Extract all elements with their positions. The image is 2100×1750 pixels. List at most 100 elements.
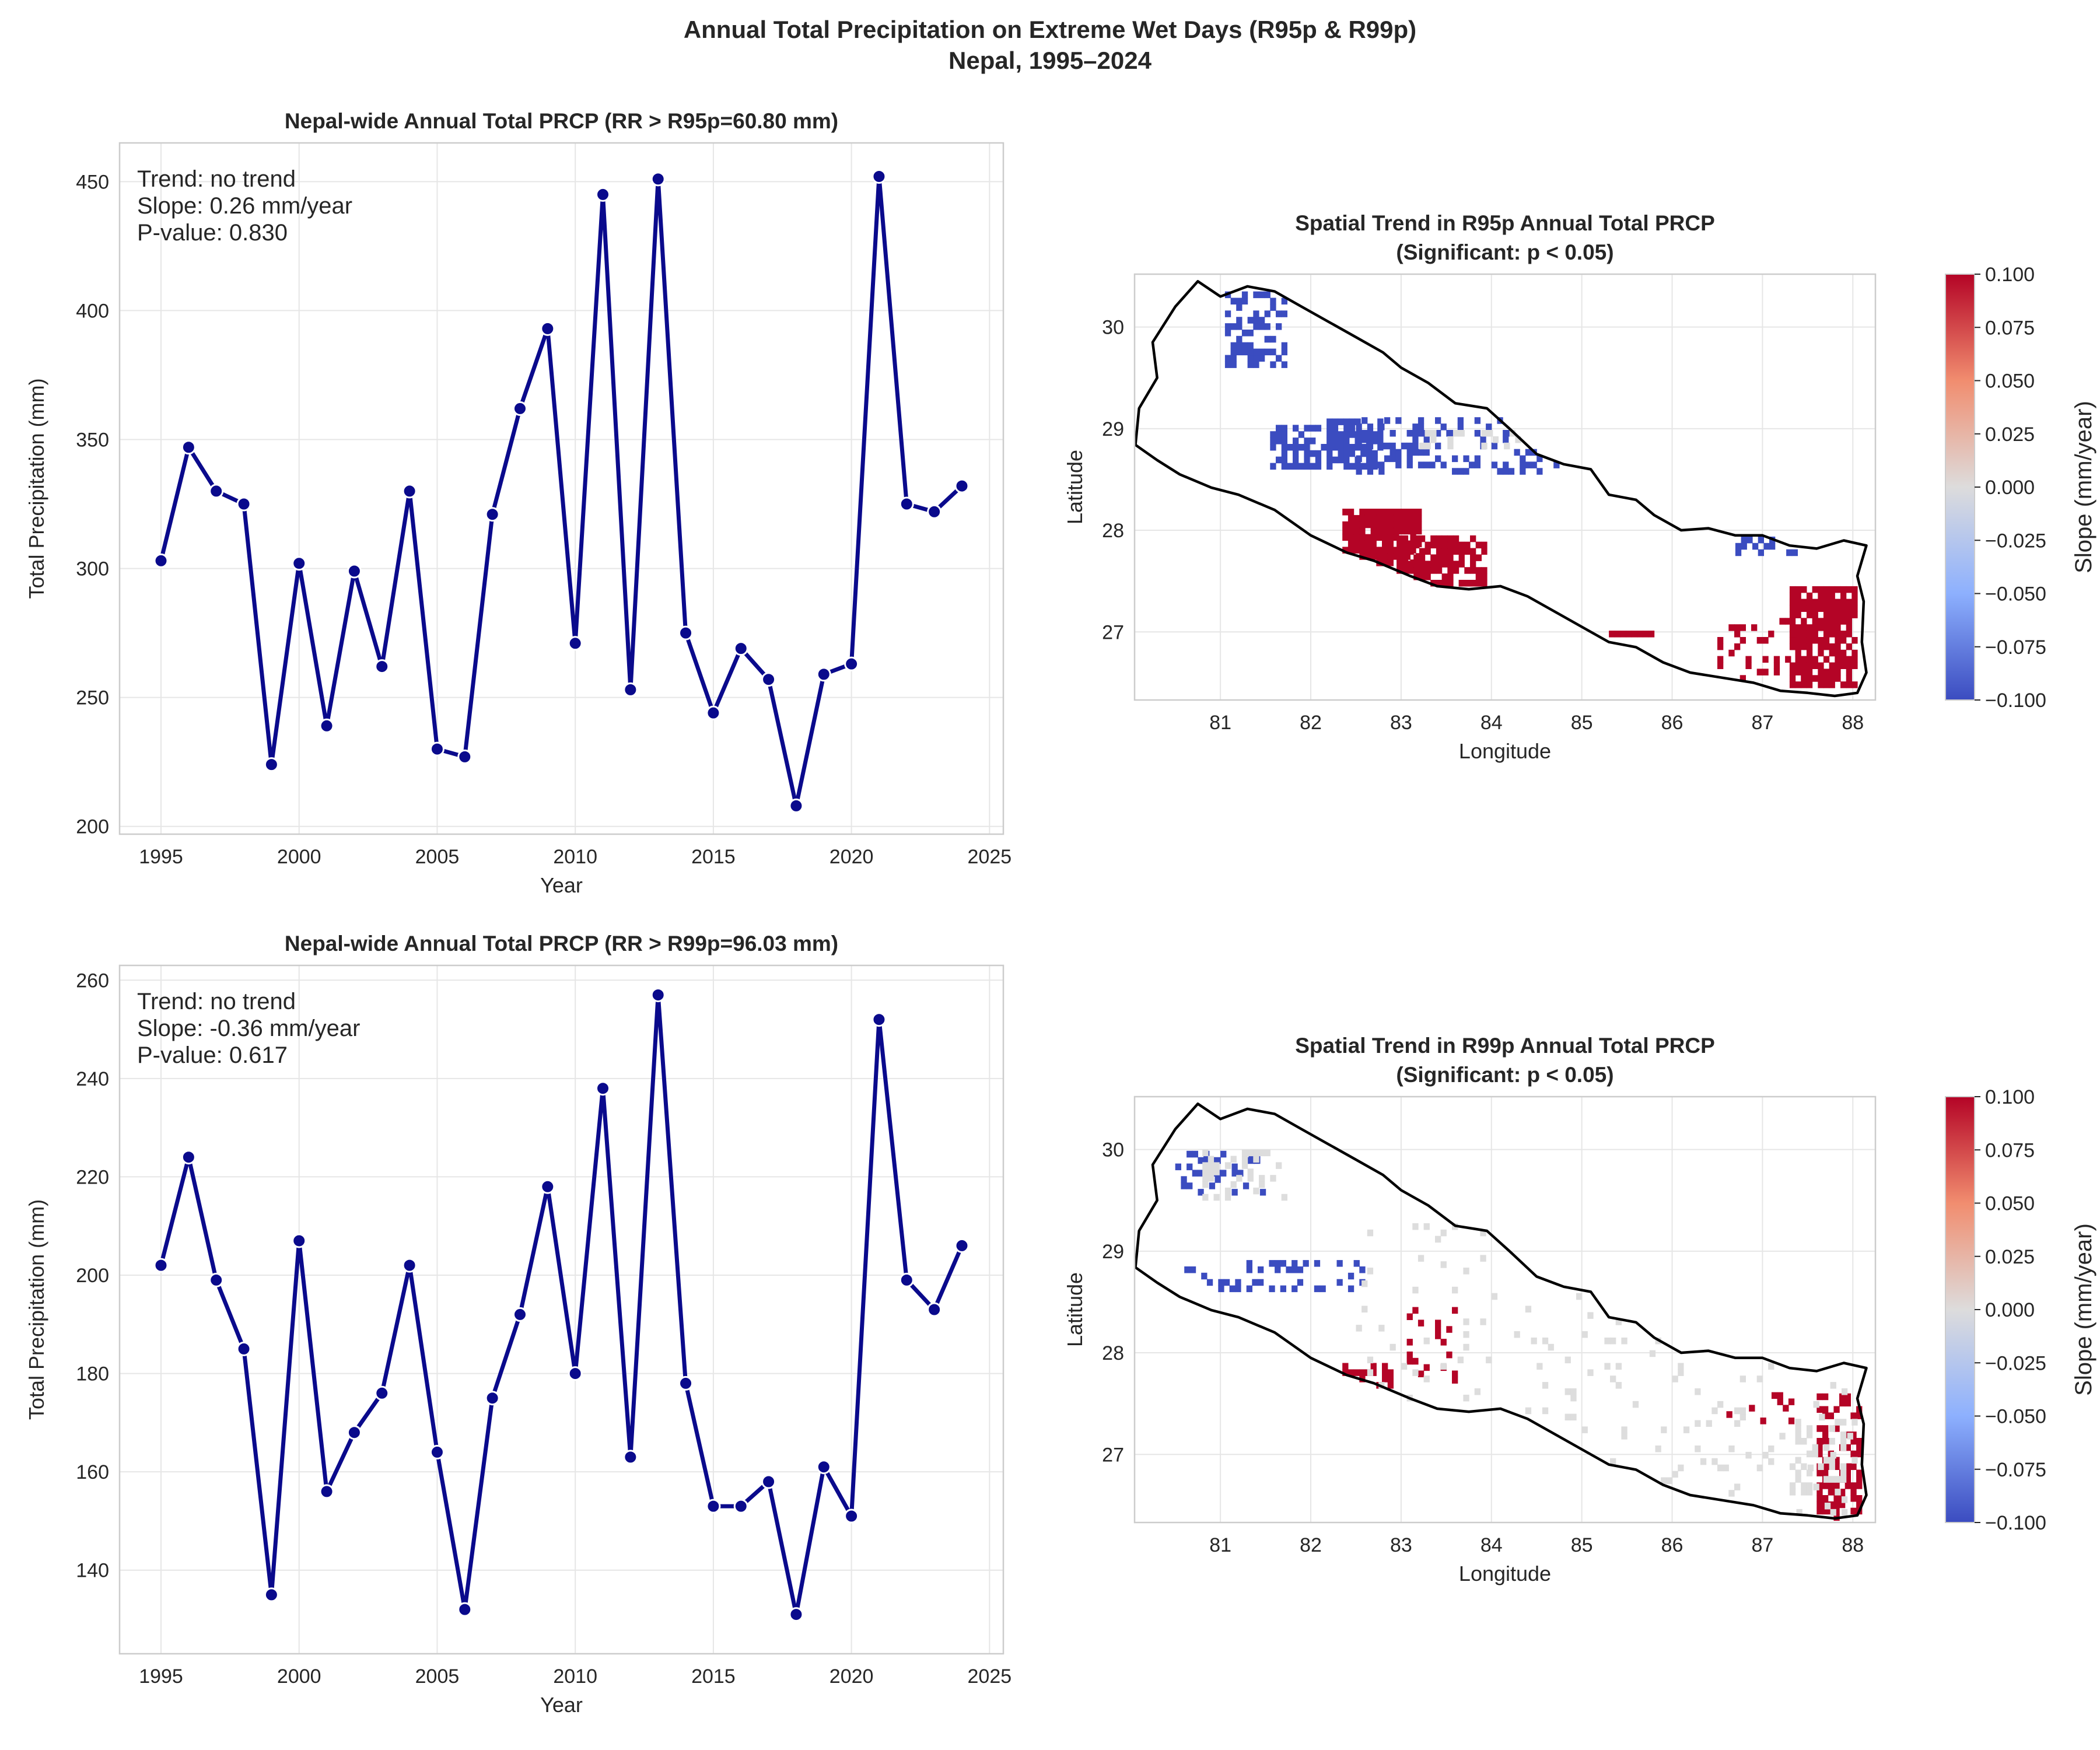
trend-cell [1235, 1285, 1241, 1293]
trend-cell [1203, 1157, 1210, 1164]
trend-cell [1835, 662, 1841, 669]
trend-cell [1817, 1444, 1823, 1451]
nepal-border [1134, 279, 1868, 698]
trend-cell [1531, 461, 1537, 468]
trend-cell [1412, 1223, 1419, 1230]
trend-cell [1382, 559, 1388, 566]
trend-cell [1353, 1260, 1360, 1267]
trend-cell [1801, 675, 1807, 682]
trend-cell [1829, 649, 1835, 657]
trend-cell [1412, 442, 1419, 450]
trend-cell [1481, 567, 1488, 574]
trend-cell [1410, 534, 1416, 541]
trend-cell [1452, 468, 1458, 475]
trend-cell [1424, 561, 1431, 568]
trend-cell [1631, 631, 1638, 638]
trend-cell [1548, 1343, 1554, 1351]
trend-cell [1270, 444, 1276, 451]
trend-cell [1823, 637, 1830, 644]
trend-cell [1789, 662, 1796, 669]
trend-cell [1852, 1457, 1858, 1464]
trend-cell [1396, 554, 1403, 561]
trend-cell [1813, 1483, 1819, 1490]
trend-cell [1452, 548, 1460, 555]
trend-cell [1791, 549, 1798, 556]
trend-cell [1304, 456, 1310, 464]
trend-cell [1441, 541, 1448, 549]
trend-cell [1264, 310, 1270, 317]
trend-cell [1452, 430, 1460, 437]
trend-cell [1276, 425, 1282, 432]
trend-cell [1241, 342, 1248, 349]
trend-cell [1818, 668, 1824, 676]
trend-cell [1829, 681, 1835, 688]
trend-cell [1830, 1508, 1836, 1516]
trend-cell [1830, 1382, 1836, 1389]
x-tick-label: 1995 [139, 846, 183, 868]
trend-cell [1829, 618, 1835, 625]
trend-cell [1230, 298, 1237, 304]
trend-cell [1371, 438, 1378, 444]
trend-cell [1817, 1450, 1823, 1458]
trend-cell [1359, 547, 1366, 554]
trend-cell [1822, 1438, 1829, 1445]
trend-cell [1846, 586, 1852, 593]
trend-cell [1424, 548, 1431, 555]
trend-cell [1241, 291, 1248, 299]
trend-cell [1342, 547, 1349, 554]
trend-cell [1464, 548, 1471, 555]
trend-cell [1470, 554, 1476, 561]
trend-cell [1348, 534, 1354, 541]
trend-cell [1359, 527, 1366, 535]
trend-cell [1293, 456, 1299, 464]
colorbar-tick-label: −0.075 [1985, 636, 2046, 659]
trend-cell [1343, 418, 1350, 425]
trend-cell [1587, 1369, 1594, 1376]
trend-cell [1822, 1406, 1829, 1413]
trend-cell [1806, 1469, 1813, 1476]
trend-cell [1525, 1407, 1532, 1415]
trend-cell [1463, 1268, 1469, 1275]
trend-cell [1735, 542, 1742, 550]
trend-cell [1430, 580, 1437, 587]
trend-cell [1840, 611, 1847, 618]
trend-cell [1491, 442, 1498, 450]
trend-cell [1343, 463, 1350, 470]
data-point [319, 1484, 334, 1499]
x-tick-label: 2025 [968, 846, 1012, 868]
trend-cell [1649, 1350, 1656, 1357]
trend-cell [1458, 541, 1465, 549]
trend-cell [1852, 662, 1858, 669]
trend-cell [1342, 521, 1349, 528]
trend-cell [1236, 342, 1242, 349]
trend-cell [1817, 1501, 1823, 1508]
trend-cell [1349, 463, 1356, 470]
data-point [844, 656, 859, 671]
trend-cell [1846, 605, 1852, 612]
trend-cell [1367, 430, 1374, 437]
trend-cell [1343, 450, 1350, 457]
trend-cell [1230, 355, 1237, 362]
trend-cell [1812, 598, 1818, 606]
data-point [927, 504, 942, 519]
trend-cell [1326, 425, 1333, 432]
trend-cell [1395, 461, 1402, 468]
trend-cell [1430, 567, 1437, 574]
trend-cell [1712, 1407, 1718, 1415]
trend-cell [1390, 430, 1396, 437]
x-tick-label: 2000 [277, 846, 321, 868]
trend-cell [1463, 1394, 1469, 1402]
trend-cell [1202, 1175, 1209, 1182]
trend-cell [1734, 1483, 1741, 1490]
trend-cell [1441, 580, 1448, 587]
trend-cell [1852, 605, 1858, 612]
trend-cell [1795, 631, 1801, 638]
trend-cell [1812, 656, 1818, 663]
trend-cell [1779, 618, 1786, 625]
trend-cell [1213, 1194, 1220, 1201]
trend-cell [1801, 681, 1807, 688]
trend-cell [1795, 611, 1801, 618]
trend-cell [1726, 1411, 1732, 1418]
trend-cell [1786, 549, 1793, 556]
panel-subtitle: (Significant: p < 0.05) [1396, 1063, 1614, 1087]
